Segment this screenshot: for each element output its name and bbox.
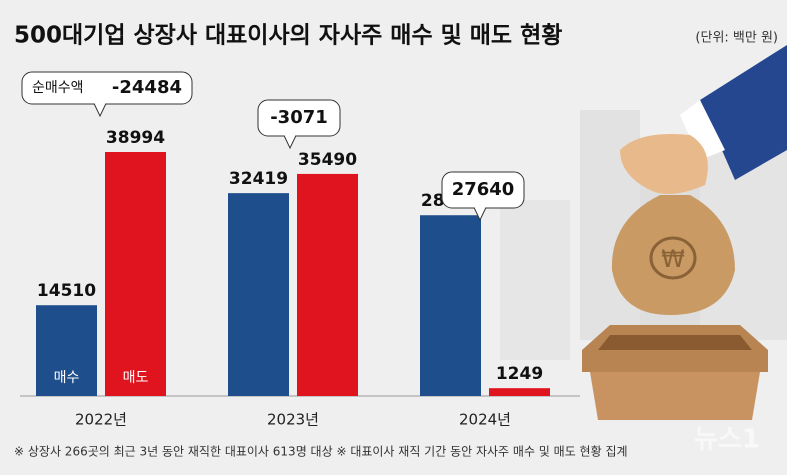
watermark: 뉴스1 (694, 425, 760, 455)
value-label: 1249 (496, 364, 543, 384)
value-label: 38994 (106, 128, 165, 148)
svg-text:₩: ₩ (661, 245, 685, 273)
value-label: 14510 (37, 281, 96, 301)
bar (228, 193, 289, 396)
value-label: 35490 (298, 150, 357, 170)
net-value: 27640 (452, 179, 515, 200)
illustration: ₩ (500, 45, 787, 420)
unit-note: (단위: 백만 원) (695, 31, 778, 46)
footnote: ※ 상장사 266곳의 최근 3년 동안 재직한 대표이사 613명 대상 ※ … (14, 445, 628, 459)
net-value: -24484 (112, 77, 182, 98)
callout-tail (473, 207, 487, 222)
callout-box (21, 71, 193, 105)
x-tick-label: 2022년 (75, 411, 127, 429)
callout-box (257, 99, 341, 137)
bar (297, 173, 358, 396)
bar (489, 388, 550, 396)
legend-label: 매도 (123, 370, 149, 386)
chart-title: 500대기업 상장사 대표이사의 자사주 매수 및 매도 현황 (14, 23, 562, 49)
legend-label: 매수 (54, 370, 80, 386)
callout-tail (283, 135, 297, 150)
value-label: 32419 (229, 169, 288, 189)
net-value: -3071 (270, 107, 328, 128)
bar (36, 305, 97, 396)
callout-title: 순매수액 (32, 80, 84, 96)
bar (105, 152, 166, 396)
callout-tail (93, 103, 107, 118)
x-tick-label: 2023년 (267, 411, 319, 429)
bar (420, 215, 481, 396)
x-tick-label: 2024년 (459, 411, 511, 429)
